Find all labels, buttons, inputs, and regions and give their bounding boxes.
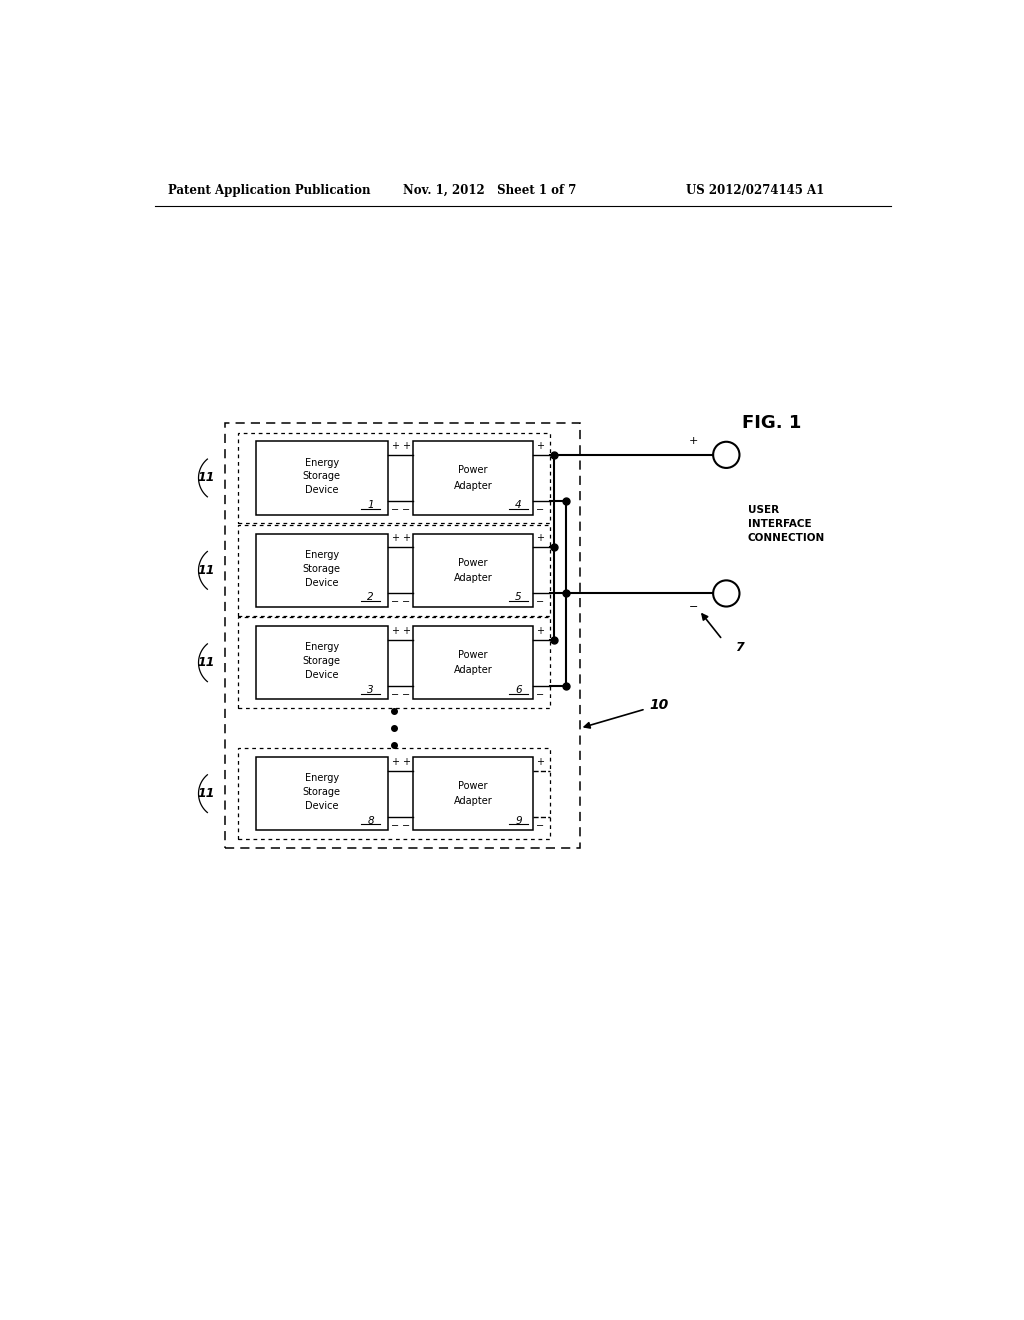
Text: −: − <box>689 602 698 612</box>
Text: 7: 7 <box>735 640 743 653</box>
Text: −: − <box>402 598 410 607</box>
Text: USER
INTERFACE
CONNECTION: USER INTERFACE CONNECTION <box>748 506 825 543</box>
Text: Device: Device <box>305 578 339 587</box>
Text: −: − <box>391 598 399 607</box>
Text: US 2012/0274145 A1: US 2012/0274145 A1 <box>686 185 824 197</box>
Bar <box>256 441 388 515</box>
Text: +: + <box>402 533 410 544</box>
Text: +: + <box>402 756 410 767</box>
Bar <box>256 533 388 607</box>
Text: +: + <box>402 626 410 636</box>
Text: Power: Power <box>458 557 487 568</box>
Text: Device: Device <box>305 486 339 495</box>
Text: −: − <box>402 689 410 700</box>
Text: −: − <box>402 821 410 830</box>
Text: 10: 10 <box>649 698 669 711</box>
Text: Device: Device <box>305 671 339 680</box>
Text: −: − <box>402 506 410 515</box>
Text: Energy: Energy <box>305 550 339 560</box>
Text: −: − <box>536 689 544 700</box>
Text: +: + <box>391 626 398 636</box>
Text: 11: 11 <box>198 787 215 800</box>
Text: +: + <box>536 756 544 767</box>
Text: 3: 3 <box>368 685 374 694</box>
Text: Energy: Energy <box>305 774 339 783</box>
Text: 11: 11 <box>198 471 215 484</box>
Text: −: − <box>391 821 399 830</box>
Bar <box>414 626 532 700</box>
Text: 6: 6 <box>515 685 522 694</box>
Text: 9: 9 <box>515 816 522 825</box>
Text: Storage: Storage <box>303 564 341 574</box>
Text: +: + <box>689 436 698 446</box>
Text: 4: 4 <box>515 500 522 510</box>
Text: −: − <box>536 506 544 515</box>
Text: Patent Application Publication: Patent Application Publication <box>168 185 371 197</box>
Text: +: + <box>402 441 410 451</box>
Text: Adapter: Adapter <box>454 665 493 676</box>
Bar <box>238 525 550 616</box>
Bar <box>238 618 550 708</box>
Text: 11: 11 <box>198 564 215 577</box>
Text: FIG. 1: FIG. 1 <box>741 413 801 432</box>
Text: −: − <box>536 598 544 607</box>
Text: +: + <box>391 533 398 544</box>
Text: −: − <box>391 506 399 515</box>
Text: Storage: Storage <box>303 656 341 667</box>
Bar <box>256 626 388 700</box>
Text: +: + <box>391 441 398 451</box>
Bar <box>238 748 550 840</box>
Text: 8: 8 <box>368 816 374 825</box>
Text: Device: Device <box>305 801 339 810</box>
Text: Storage: Storage <box>303 471 341 482</box>
Text: +: + <box>536 441 544 451</box>
Bar <box>414 441 532 515</box>
Text: Energy: Energy <box>305 458 339 467</box>
Text: Nov. 1, 2012   Sheet 1 of 7: Nov. 1, 2012 Sheet 1 of 7 <box>403 185 577 197</box>
Bar <box>414 533 532 607</box>
Bar <box>256 758 388 830</box>
Text: Adapter: Adapter <box>454 573 493 583</box>
Text: +: + <box>536 626 544 636</box>
Text: Power: Power <box>458 649 487 660</box>
Text: Adapter: Adapter <box>454 796 493 807</box>
Text: 2: 2 <box>368 593 374 602</box>
Text: Power: Power <box>458 465 487 475</box>
Text: 11: 11 <box>198 656 215 669</box>
Text: Storage: Storage <box>303 787 341 797</box>
Text: Energy: Energy <box>305 643 339 652</box>
Bar <box>414 758 532 830</box>
Bar <box>225 424 580 849</box>
Text: −: − <box>391 689 399 700</box>
Text: Power: Power <box>458 781 487 791</box>
Text: −: − <box>536 821 544 830</box>
Text: 1: 1 <box>368 500 374 510</box>
Text: +: + <box>536 533 544 544</box>
Bar <box>238 433 550 524</box>
Text: +: + <box>391 756 398 767</box>
Text: 5: 5 <box>515 593 522 602</box>
Text: Adapter: Adapter <box>454 480 493 491</box>
